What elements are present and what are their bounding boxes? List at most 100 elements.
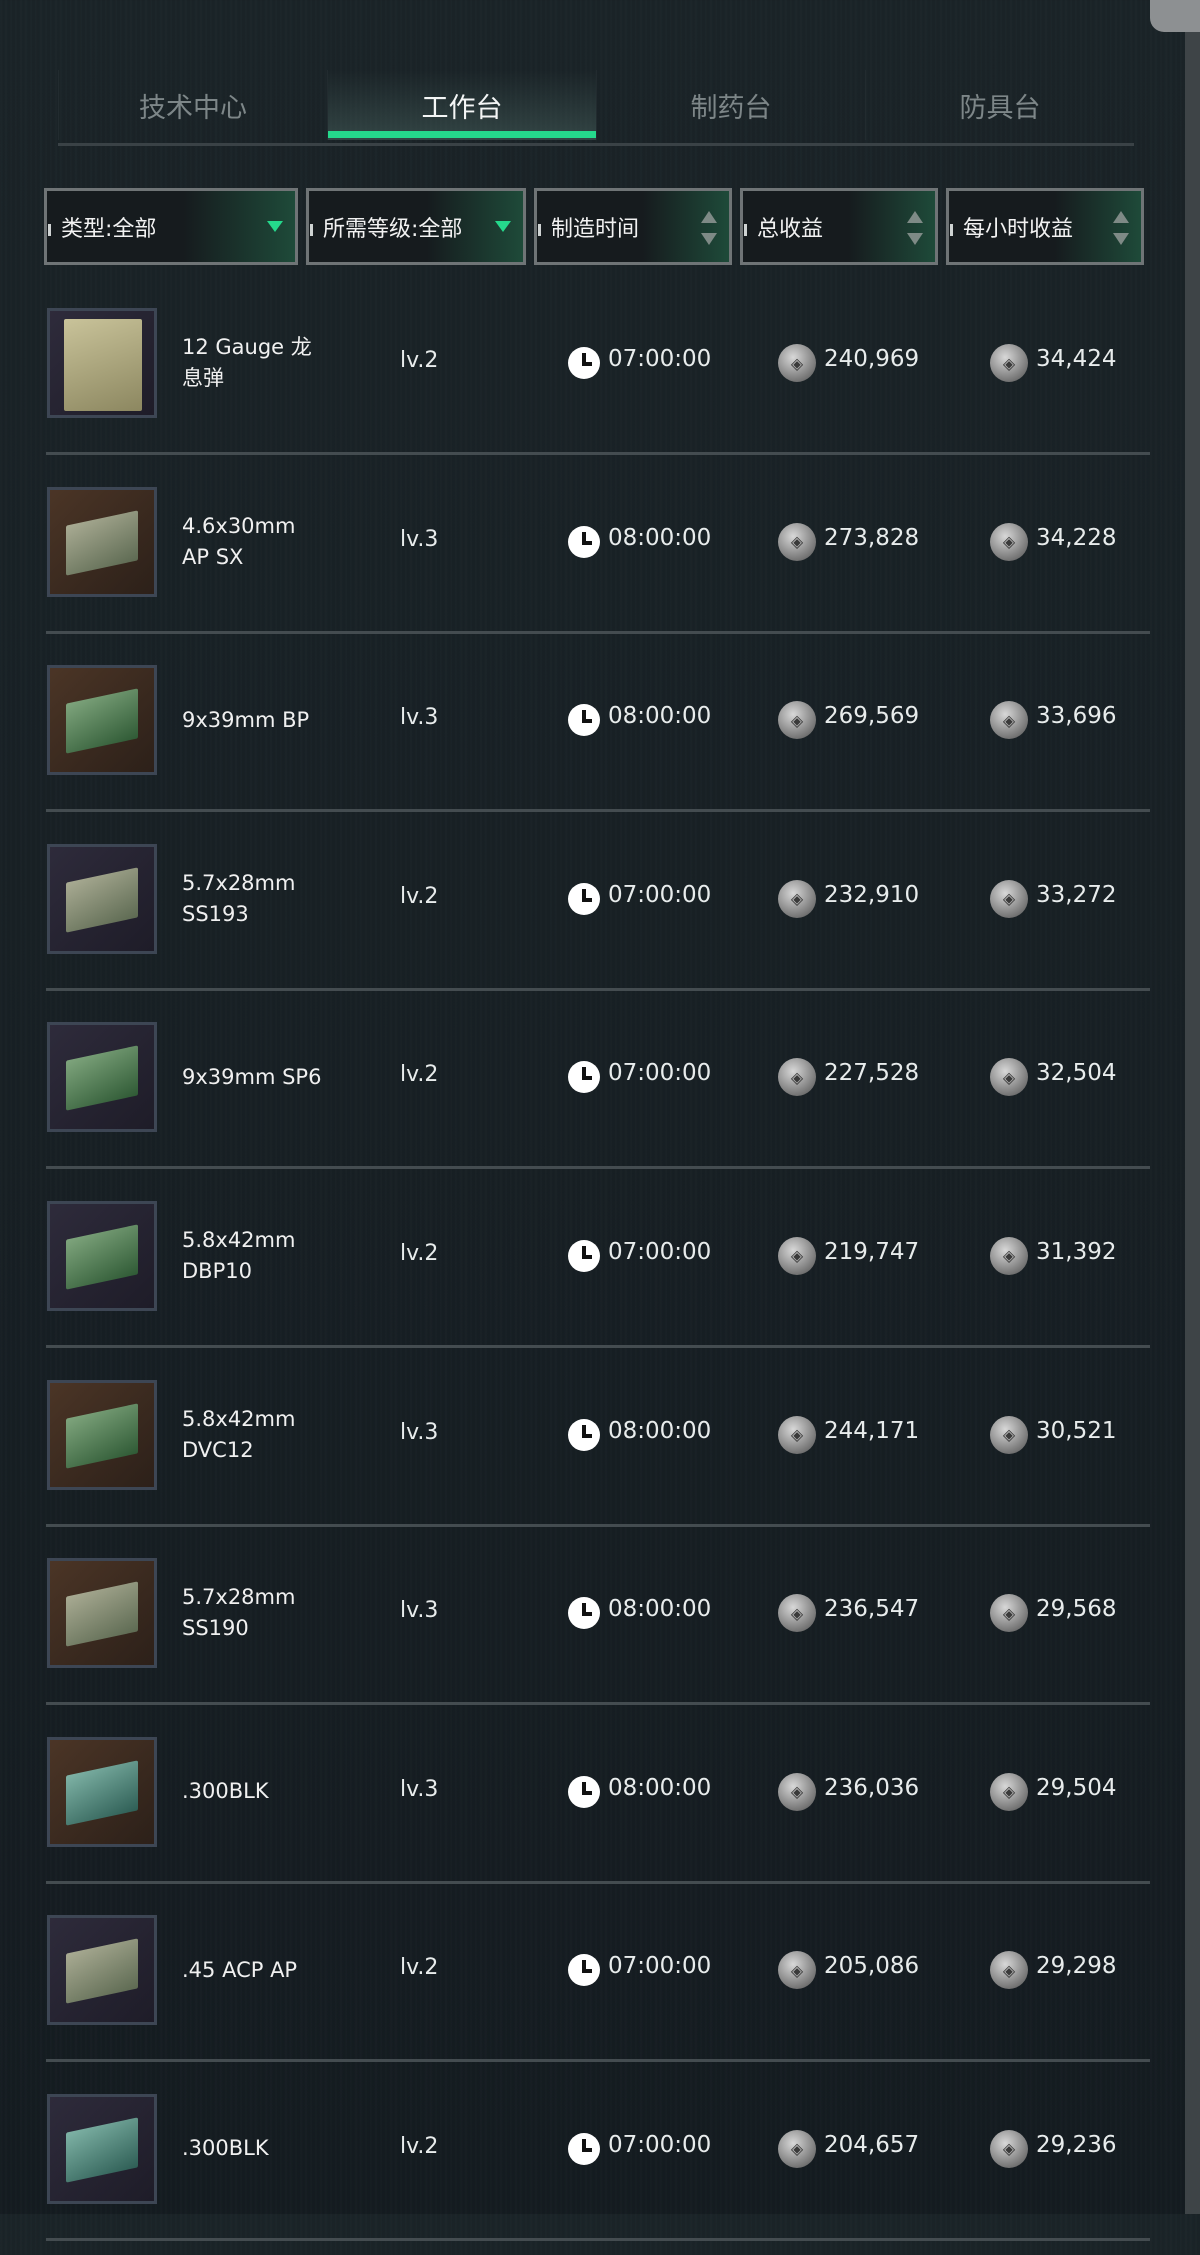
craft-time: 08:00:00 (608, 703, 712, 730)
shotgun-shell-box-icon (64, 319, 142, 411)
table-row[interactable]: 5.7x28mm SS190 lv.3 08:00:00 ◈ 236,547 ◈… (0, 1540, 1160, 1719)
row-divider (46, 1880, 1150, 1884)
item-thumbnail (47, 1558, 157, 1669)
table-row[interactable]: 5.8x42mm DVC12 lv.3 08:00:00 ◈ 244,171 ◈… (0, 1362, 1160, 1541)
item-name: 12 Gauge 龙息弹 (182, 335, 312, 390)
clock-icon (568, 1061, 600, 1094)
item-thumbnail (47, 665, 157, 776)
item-name: 5.8x42mm DBP10 (182, 1227, 296, 1283)
total-profit: 244,171 (824, 1417, 920, 1444)
level-filter-label: 所需等级:全部 (323, 216, 463, 242)
coin-icon: ◈ (990, 1236, 1028, 1275)
coin-icon: ◈ (778, 2129, 816, 2168)
clock-icon (568, 1418, 600, 1451)
chevron-down-icon (495, 221, 511, 232)
item-name: .300BLK (182, 2136, 269, 2161)
row-divider (46, 809, 1150, 813)
table-row[interactable]: .300BLK lv.3 08:00:00 ◈ 236,036 ◈ 29,504 (0, 1719, 1160, 1898)
craft-time: 07:00:00 (608, 1953, 712, 1980)
row-divider (46, 452, 1150, 455)
hourly-profit: 29,298 (1036, 1953, 1117, 1980)
table-row[interactable]: 4.6x30mm AP SX lv.3 08:00:00 ◈ 273,828 ◈… (0, 469, 1160, 648)
table-row[interactable]: .45 ACP AP lv.2 07:00:00 ◈ 205,086 ◈ 29,… (0, 1897, 1160, 2076)
item-name: 5.8x42mm DVC12 (182, 1406, 296, 1462)
hourly-profit: 29,568 (1036, 1596, 1117, 1623)
sort-icon (907, 211, 923, 245)
item-thumbnail (47, 1022, 157, 1133)
type-filter-dropdown[interactable]: 类型:全部 (44, 188, 298, 265)
total-profit: 204,657 (824, 2131, 920, 2158)
total-profit: 205,086 (824, 1953, 920, 1980)
level-filter-dropdown[interactable]: 所需等级:全部 (306, 188, 526, 265)
table-row[interactable]: .300BLK lv.2 07:00:00 ◈ 204,657 ◈ 29,236 (0, 2076, 1160, 2255)
required-level: lv.3 (400, 705, 439, 731)
sort-craft-time-button[interactable]: 制造时间 (534, 188, 732, 265)
clock-icon (568, 2132, 600, 2165)
table-row[interactable]: 12 Gauge 龙息弹 lv.2 07:00:00 ◈ 240,969 ◈ 3… (0, 290, 1160, 469)
row-divider (46, 987, 1150, 991)
sort-icon (1113, 211, 1129, 245)
coin-icon: ◈ (990, 522, 1028, 561)
craft-time-label: 制造时间 (551, 216, 640, 242)
sort-hourly-profit-button[interactable]: 每小时收益 (946, 188, 1144, 265)
clock-icon (568, 1775, 600, 1808)
ammo-box-icon (66, 2117, 138, 2183)
total-profit: 232,910 (824, 881, 920, 908)
item-thumbnail (47, 1736, 157, 1847)
hourly-profit: 34,228 (1036, 524, 1117, 551)
ammo-box-icon (66, 1045, 138, 1112)
total-profit: 227,528 (824, 1060, 920, 1087)
table-row[interactable]: 5.8x42mm DBP10 lv.2 07:00:00 ◈ 219,747 ◈… (0, 1183, 1160, 1362)
tab-workbench[interactable]: 工作台 (327, 70, 596, 140)
total-profit: 269,569 (824, 703, 920, 730)
item-name: 4.6x30mm AP SX (182, 513, 296, 569)
chevron-down-icon (267, 221, 283, 232)
ammo-box-icon (66, 867, 138, 933)
item-name: 5.7x28mm SS193 (182, 870, 296, 926)
row-divider (46, 1344, 1150, 1348)
coin-icon: ◈ (990, 344, 1028, 382)
item-thumbnail (47, 843, 157, 954)
table-row[interactable]: 5.7x28mm SS193 lv.2 07:00:00 ◈ 232,910 ◈… (0, 826, 1160, 1005)
sort-total-profit-button[interactable]: 总收益 (740, 188, 938, 265)
table-row[interactable]: 9x39mm SP6 lv.2 07:00:00 ◈ 227,528 ◈ 32,… (0, 1004, 1160, 1183)
craft-time: 07:00:00 (608, 2131, 712, 2158)
hourly-profit: 32,504 (1036, 1060, 1117, 1087)
total-profit: 219,747 (824, 1238, 920, 1265)
coin-icon: ◈ (990, 879, 1028, 918)
sort-icon (701, 211, 717, 245)
tab-pharmacy[interactable]: 制药台 (596, 70, 865, 140)
ammo-box-icon (66, 1581, 138, 1647)
scrollbar-track[interactable] (1185, 32, 1200, 2214)
coin-icon: ◈ (778, 1594, 816, 1633)
item-thumbnail (47, 308, 157, 418)
required-level: lv.2 (400, 1955, 439, 1981)
clock-icon (568, 1954, 600, 1987)
tab-armor-bench[interactable]: 防具台 (865, 70, 1134, 140)
coin-icon: ◈ (990, 701, 1028, 740)
scrollbar-handle[interactable] (1150, 0, 1200, 32)
craft-time: 08:00:00 (608, 1596, 712, 1623)
coin-icon: ◈ (778, 1058, 816, 1097)
coin-icon: ◈ (990, 1058, 1028, 1097)
coin-icon: ◈ (778, 1772, 816, 1811)
required-level: lv.2 (400, 348, 439, 373)
clock-icon (568, 1239, 600, 1272)
table-row[interactable]: 9x39mm BP lv.3 08:00:00 ◈ 269,569 ◈ 33,6… (0, 647, 1160, 826)
hourly-profit: 33,696 (1036, 703, 1117, 730)
ammo-box-icon (66, 688, 138, 754)
row-divider (46, 630, 1150, 634)
craft-time: 07:00:00 (608, 1060, 712, 1087)
item-thumbnail (47, 2093, 157, 2204)
tab-bar: 技术中心 工作台 制药台 防具台 (58, 70, 1134, 140)
craft-time: 07:00:00 (608, 346, 712, 372)
ammo-box-icon (66, 1402, 138, 1469)
hourly-profit: 30,521 (1036, 1417, 1117, 1444)
tab-tech-center[interactable]: 技术中心 (58, 70, 327, 140)
clock-icon (568, 525, 600, 558)
required-level: lv.2 (400, 883, 439, 909)
clock-icon (568, 704, 600, 737)
coin-icon: ◈ (990, 1772, 1028, 1811)
coin-icon: ◈ (990, 1415, 1028, 1454)
item-name: 9x39mm BP (182, 707, 310, 732)
